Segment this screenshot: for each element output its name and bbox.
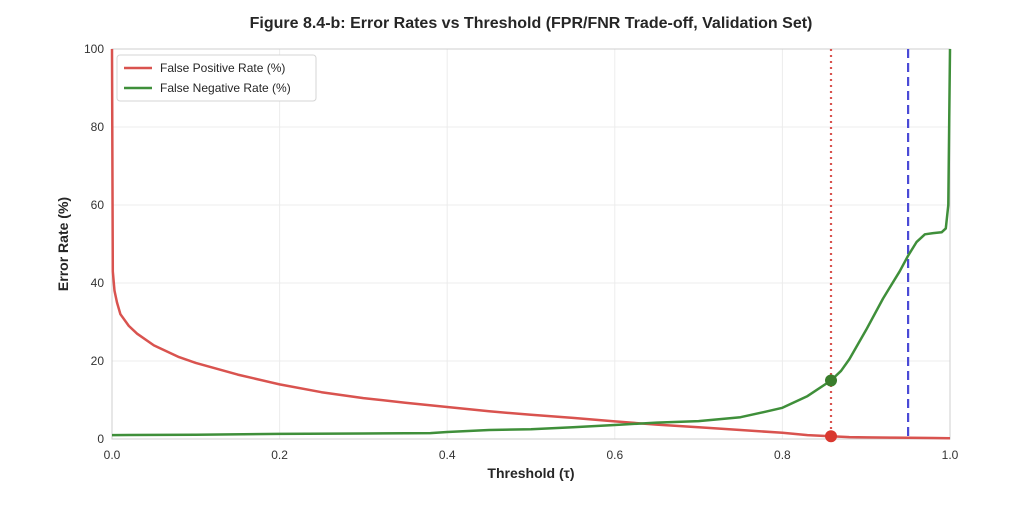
- y-tick-label: 60: [91, 198, 105, 212]
- x-tick-label: 0.2: [271, 448, 288, 462]
- y-tick-label: 40: [91, 276, 105, 290]
- y-tick-label: 80: [91, 120, 105, 134]
- plot-frame: [111, 48, 951, 440]
- grid-lines: [111, 48, 951, 440]
- legend-label-fpr: False Positive Rate (%): [160, 61, 285, 75]
- legend: False Positive Rate (%) False Negative R…: [116, 54, 317, 102]
- x-tick-label: 1.0: [942, 448, 959, 462]
- reference-lines: [829, 49, 910, 439]
- x-tick-labels: 0.0 0.2 0.4 0.6 0.8 1.0: [104, 448, 959, 462]
- threshold-marker-point: [825, 430, 838, 443]
- x-axis-label: Threshold (τ): [487, 465, 574, 481]
- y-tick-label: 0: [97, 432, 104, 446]
- x-tick-label: 0.6: [606, 448, 623, 462]
- series-lines: [110, 48, 952, 440]
- y-axis-label: Error Rate (%): [55, 197, 71, 291]
- legend-box: [116, 54, 317, 102]
- y-tick-labels: 0 20 40 60 80 100: [84, 42, 104, 446]
- threshold-markers: [825, 374, 838, 443]
- x-tick-label: 0.4: [439, 448, 456, 462]
- series-line-0: [110, 48, 951, 440]
- y-tick-label: 20: [91, 354, 105, 368]
- legend-label-fnr: False Negative Rate (%): [160, 81, 291, 95]
- chart-title: Figure 8.4-b: Error Rates vs Threshold (…: [250, 15, 813, 32]
- threshold-marker-point: [825, 374, 838, 387]
- x-tick-label: 0.0: [104, 448, 121, 462]
- series-line-1: [111, 48, 952, 437]
- y-tick-label: 100: [84, 42, 104, 56]
- x-tick-label: 0.8: [774, 448, 791, 462]
